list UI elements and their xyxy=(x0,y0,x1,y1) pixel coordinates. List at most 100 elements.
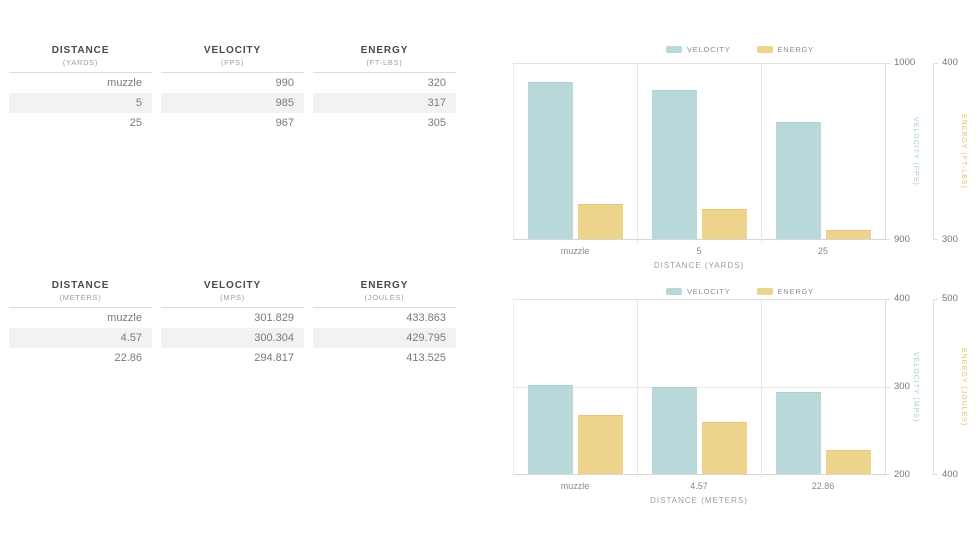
velocity-swatch-icon xyxy=(666,288,682,295)
velocity-axis-title: VELOCITY (FPS) xyxy=(912,117,919,186)
velocity-axis-line xyxy=(885,299,890,475)
velocity-bar xyxy=(775,391,821,474)
table-row: 4.57 300.304 429.795 xyxy=(9,328,456,348)
cell-velocity: 294.817 xyxy=(254,352,294,364)
velocity-energy-chart-metric: VELOCITY ENERGY xyxy=(505,282,977,510)
energy-swatch-icon xyxy=(756,288,773,295)
x-axis-title: DISTANCE (YARDS) xyxy=(653,261,745,270)
column-unit: (METERS) xyxy=(59,293,102,302)
ballistics-table-imperial: DISTANCE (YARDS) VELOCITY (FPS) ENERGY (… xyxy=(9,45,456,133)
cell-energy: 305 xyxy=(427,117,446,129)
legend-label: ENERGY xyxy=(777,287,814,296)
energy-axis-line xyxy=(933,63,938,240)
velocity-tick: 1000 xyxy=(894,57,916,68)
legend-label: ENERGY xyxy=(777,45,814,54)
velocity-tick: 900 xyxy=(894,234,910,245)
energy-bar xyxy=(577,204,623,239)
cell-energy: 317 xyxy=(313,93,456,113)
legend-item-energy[interactable]: ENERGY xyxy=(756,45,814,54)
column-header-energy: ENERGY (FT-LBS) xyxy=(313,45,456,73)
velocity-tick: 300 xyxy=(894,381,910,392)
bar-group-4-57 xyxy=(637,300,761,474)
velocity-bar xyxy=(775,121,821,239)
energy-bar xyxy=(577,415,623,474)
column-header-distance: DISTANCE (YARDS) xyxy=(9,45,152,73)
cell-energy: 320 xyxy=(427,77,446,89)
cell-distance: muzzle xyxy=(107,77,142,89)
gridline-vertical xyxy=(636,64,638,243)
cell-velocity: 300.304 xyxy=(161,328,304,348)
gridline-vertical xyxy=(636,300,638,478)
cell-distance: 5 xyxy=(9,93,152,113)
cell-distance: 22.86 xyxy=(114,352,142,364)
cell-velocity: 990 xyxy=(275,77,294,89)
legend-item-energy[interactable]: ENERGY xyxy=(756,287,814,296)
column-unit: (FPS) xyxy=(220,58,245,67)
column-unit: (FT-LBS) xyxy=(366,58,403,67)
energy-bar xyxy=(825,230,871,239)
x-axis-title: DISTANCE (METERS) xyxy=(650,496,748,505)
velocity-axis-title: VELOCITY (MPS) xyxy=(912,351,919,423)
table-row: muzzle 990 320 xyxy=(9,73,456,93)
column-title: DISTANCE xyxy=(51,45,110,56)
column-header-velocity: VELOCITY (FPS) xyxy=(161,45,304,73)
cell-energy: 413.525 xyxy=(406,352,446,364)
cell-velocity: 967 xyxy=(275,117,294,129)
column-unit: (MPS) xyxy=(220,293,245,302)
table-row: 22.86 294.817 413.525 xyxy=(9,348,456,368)
column-header-velocity: VELOCITY (MPS) xyxy=(161,280,304,308)
column-title: VELOCITY xyxy=(203,280,262,291)
energy-tick: 300 xyxy=(942,234,958,245)
legend-label: VELOCITY xyxy=(687,45,731,54)
velocity-tick: 400 xyxy=(894,293,910,304)
table-header-row: DISTANCE (METERS) VELOCITY (MPS) ENERGY … xyxy=(9,280,456,308)
table-row: muzzle 301.829 433.863 xyxy=(9,308,456,328)
column-header-distance: DISTANCE (METERS) xyxy=(9,280,152,308)
chart-legend: VELOCITY ENERGY xyxy=(505,287,975,296)
velocity-bar xyxy=(527,81,573,239)
table-row: 5 985 317 xyxy=(9,93,456,113)
legend-label: VELOCITY xyxy=(687,287,731,296)
x-tick-labels: muzzle 5 25 xyxy=(513,246,885,256)
table-header-row: DISTANCE (YARDS) VELOCITY (FPS) ENERGY (… xyxy=(9,45,456,73)
gridline-horizontal xyxy=(513,387,885,388)
velocity-axis-line xyxy=(885,63,890,240)
energy-swatch-icon xyxy=(756,46,773,53)
bar-groups xyxy=(513,300,885,474)
x-tick: 25 xyxy=(817,246,828,256)
gridline-vertical xyxy=(761,64,762,243)
column-title: ENERGY xyxy=(360,45,409,56)
column-unit: (JOULES) xyxy=(364,293,405,302)
cell-distance: 25 xyxy=(129,117,142,129)
energy-axis-line xyxy=(933,299,938,475)
x-tick: 5 xyxy=(696,246,702,256)
x-tick: 22.86 xyxy=(811,481,835,491)
velocity-bar xyxy=(651,386,697,474)
velocity-swatch-icon xyxy=(666,46,682,53)
velocity-bar xyxy=(527,385,573,474)
bar-group-22-86 xyxy=(761,300,885,474)
x-tick: 4.57 xyxy=(690,481,708,491)
energy-bar xyxy=(701,209,747,239)
legend-item-velocity[interactable]: VELOCITY xyxy=(666,45,731,54)
cell-energy: 433.863 xyxy=(406,312,446,324)
chart-legend: VELOCITY ENERGY xyxy=(505,45,975,54)
bar-group-25 xyxy=(761,64,885,239)
energy-bar xyxy=(825,450,871,474)
cell-velocity: 301.829 xyxy=(254,312,294,324)
bar-groups xyxy=(513,64,885,239)
plot-area xyxy=(513,63,885,243)
bar-group-muzzle xyxy=(513,64,637,239)
energy-bar xyxy=(701,422,747,474)
energy-tick: 400 xyxy=(942,57,958,68)
legend-item-velocity[interactable]: VELOCITY xyxy=(666,287,731,296)
cell-energy: 429.795 xyxy=(313,328,456,348)
bar-group-muzzle xyxy=(513,300,637,474)
column-title: VELOCITY xyxy=(203,45,262,56)
gridline-vertical xyxy=(761,300,762,478)
column-title: ENERGY xyxy=(360,280,409,291)
energy-axis-title: ENERGY (JOULES) xyxy=(960,347,967,427)
gridline-vertical xyxy=(513,64,514,239)
x-tick: muzzle xyxy=(560,246,590,256)
